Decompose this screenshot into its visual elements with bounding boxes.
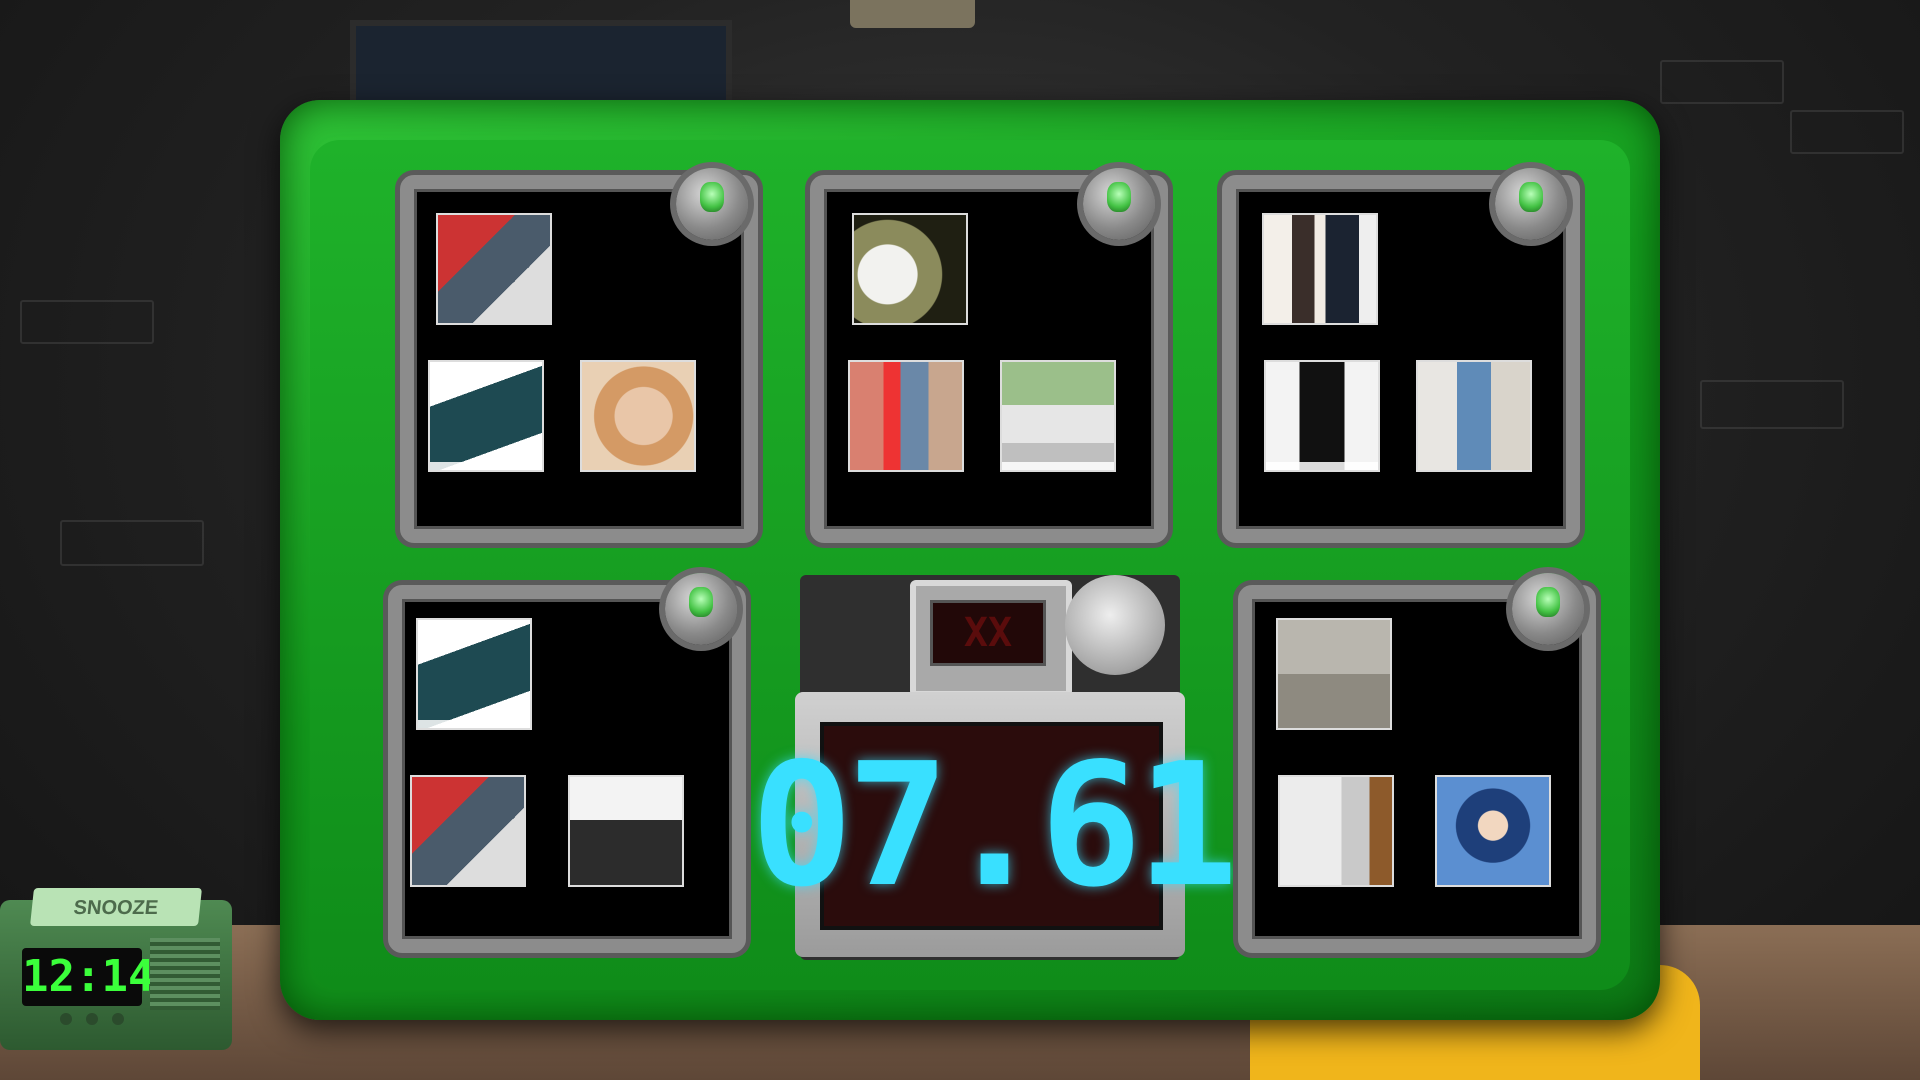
wall-brick (1700, 380, 1844, 429)
smiling-old-man-photo[interactable] (580, 360, 696, 472)
alarm-clock-button[interactable] (60, 1013, 72, 1025)
reading-man-photo[interactable] (1435, 775, 1551, 887)
crime-scene-photo[interactable] (1276, 618, 1392, 730)
module-status-light (676, 168, 748, 240)
alarm-speaker-grill (150, 938, 220, 1010)
masked-gunman-photo[interactable] (428, 360, 544, 472)
wheelchair-man-photo[interactable] (1416, 360, 1532, 472)
pencil-man-photo[interactable] (568, 775, 684, 887)
module-status-light (665, 573, 737, 645)
module-status-light (1083, 168, 1155, 240)
wall-brick (20, 300, 154, 344)
snooze-button[interactable]: SNOOZE (30, 888, 202, 926)
wall-brick (60, 520, 204, 566)
distracted-boyfriend-photo[interactable] (848, 360, 964, 472)
car-crash-photo[interactable] (1000, 360, 1116, 472)
speaker-icon (1065, 575, 1165, 675)
hostage-photo[interactable] (1262, 213, 1378, 325)
lumberjack-couple-photo[interactable] (410, 775, 526, 887)
bathroom-photo[interactable] (1278, 775, 1394, 887)
countdown-timer: 07.61 (751, 722, 1238, 930)
wall-brick (1790, 110, 1904, 154)
alarm-clock-time: 12:14 (22, 948, 154, 1006)
toilet-photo[interactable] (852, 213, 968, 325)
armed-nun-photo[interactable] (1264, 360, 1380, 472)
module-status-light (1495, 168, 1567, 240)
wall-brick (1660, 60, 1784, 104)
alarm-clock-button[interactable] (112, 1013, 124, 1025)
lumberjack-couple-photo[interactable] (436, 213, 552, 325)
wall-outlet (850, 0, 975, 28)
module-status-light (1512, 573, 1584, 645)
masked-gunman-photo[interactable] (416, 618, 532, 730)
alarm-clock-button[interactable] (86, 1013, 98, 1025)
strike-display: XX (930, 600, 1046, 666)
